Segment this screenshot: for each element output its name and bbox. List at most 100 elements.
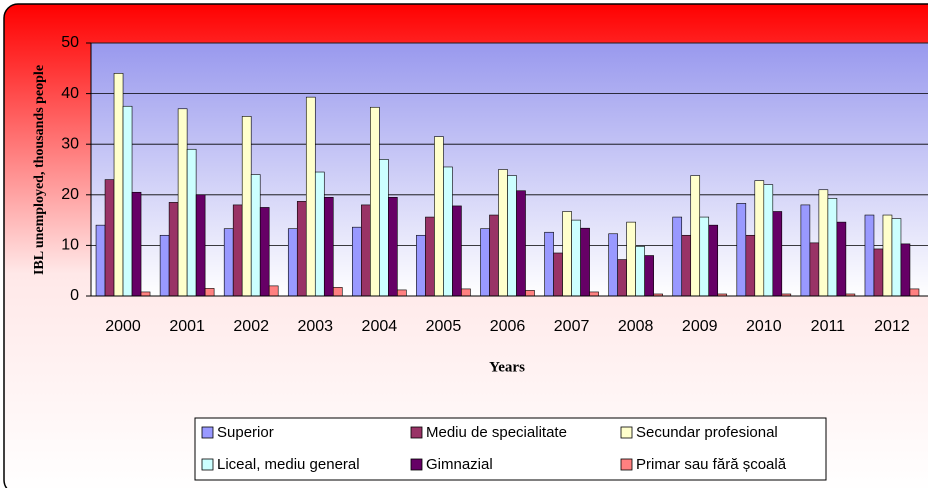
x-tick-label: 2006 bbox=[490, 318, 526, 335]
bar bbox=[617, 259, 627, 297]
bar bbox=[296, 201, 307, 297]
bar bbox=[223, 228, 234, 297]
bar bbox=[416, 234, 426, 297]
bar bbox=[352, 226, 362, 297]
bar bbox=[498, 169, 508, 297]
y-tick-label: 30 bbox=[61, 135, 79, 152]
bar bbox=[95, 224, 106, 297]
bar bbox=[259, 207, 270, 297]
legend-label: Gimnazial bbox=[426, 456, 493, 473]
x-tick-label: 2011 bbox=[811, 318, 846, 335]
bar bbox=[323, 197, 334, 297]
bar bbox=[736, 203, 747, 297]
bar bbox=[159, 234, 170, 297]
bar bbox=[580, 227, 590, 297]
bar bbox=[480, 228, 490, 297]
x-tick-label: 2005 bbox=[426, 318, 462, 335]
x-tick-label: 2012 bbox=[874, 318, 910, 335]
x-tick-label: 2003 bbox=[297, 318, 333, 335]
x-tick-label: 2009 bbox=[682, 318, 718, 335]
bar bbox=[516, 190, 526, 297]
bar bbox=[589, 291, 599, 297]
bar bbox=[690, 175, 701, 297]
bar bbox=[900, 243, 911, 297]
bar bbox=[873, 248, 884, 297]
bar bbox=[562, 211, 572, 297]
bar bbox=[635, 246, 645, 297]
bar bbox=[708, 224, 719, 297]
bar bbox=[763, 184, 774, 297]
bar bbox=[443, 166, 453, 297]
x-tick-label: 2001 bbox=[169, 318, 205, 335]
bar bbox=[745, 234, 756, 297]
bar bbox=[909, 288, 920, 297]
bar bbox=[195, 194, 206, 297]
bar bbox=[232, 204, 243, 297]
legend-label: Primar sau fără școală bbox=[636, 456, 787, 473]
bar bbox=[241, 116, 252, 297]
legend-label: Secundar profesional bbox=[636, 424, 778, 441]
legend-swatch bbox=[410, 426, 423, 439]
bar bbox=[544, 231, 554, 297]
legend-swatch bbox=[410, 458, 423, 471]
bar bbox=[891, 218, 902, 297]
bar bbox=[287, 228, 298, 297]
legend-swatch bbox=[201, 426, 214, 439]
bar bbox=[370, 106, 380, 297]
bar bbox=[507, 175, 517, 297]
bar bbox=[361, 204, 371, 297]
legend-swatch bbox=[620, 426, 633, 439]
bar bbox=[644, 255, 654, 297]
legend bbox=[194, 417, 827, 481]
x-tick-label: 2000 bbox=[105, 318, 141, 335]
bar bbox=[397, 289, 407, 297]
bar bbox=[379, 159, 389, 297]
bar bbox=[388, 197, 398, 297]
bar bbox=[672, 216, 683, 297]
bar bbox=[525, 290, 535, 297]
legend-label: Superior bbox=[217, 424, 274, 441]
bar bbox=[754, 180, 765, 297]
bar bbox=[177, 108, 188, 297]
bar bbox=[140, 291, 151, 297]
legend-label: Mediu de specialitate bbox=[426, 424, 567, 441]
y-axis-label: IBL unemployed, thousands people bbox=[32, 65, 47, 275]
bar bbox=[425, 216, 435, 297]
legend-swatch bbox=[620, 458, 633, 471]
bar bbox=[489, 214, 499, 297]
bar bbox=[314, 171, 325, 297]
bar bbox=[113, 73, 124, 297]
y-tick-label: 50 bbox=[61, 34, 79, 51]
y-tick-label: 0 bbox=[70, 287, 79, 304]
bar bbox=[864, 214, 875, 297]
bar bbox=[332, 287, 343, 297]
bar bbox=[809, 242, 820, 297]
bar bbox=[772, 211, 783, 297]
legend-swatch bbox=[201, 458, 214, 471]
y-tick-label: 10 bbox=[61, 237, 79, 254]
x-tick-label: 2008 bbox=[618, 318, 654, 335]
x-tick-label: 2010 bbox=[746, 318, 782, 335]
x-axis-label: Years bbox=[489, 359, 525, 375]
bar bbox=[305, 96, 316, 297]
bar bbox=[699, 216, 710, 297]
bar bbox=[461, 288, 471, 297]
bar bbox=[104, 179, 115, 297]
bar bbox=[250, 174, 261, 297]
x-tick-label: 2004 bbox=[362, 318, 398, 335]
bar bbox=[626, 221, 636, 297]
bar bbox=[268, 285, 279, 297]
bar bbox=[131, 191, 142, 297]
bar bbox=[681, 234, 692, 297]
bar bbox=[836, 221, 847, 297]
bar bbox=[571, 219, 581, 297]
bar bbox=[800, 204, 811, 297]
bar bbox=[204, 288, 215, 297]
bar bbox=[818, 189, 829, 297]
bar bbox=[827, 198, 838, 297]
x-tick-label: 2007 bbox=[554, 318, 590, 335]
bar bbox=[882, 214, 893, 297]
bar bbox=[186, 148, 197, 297]
